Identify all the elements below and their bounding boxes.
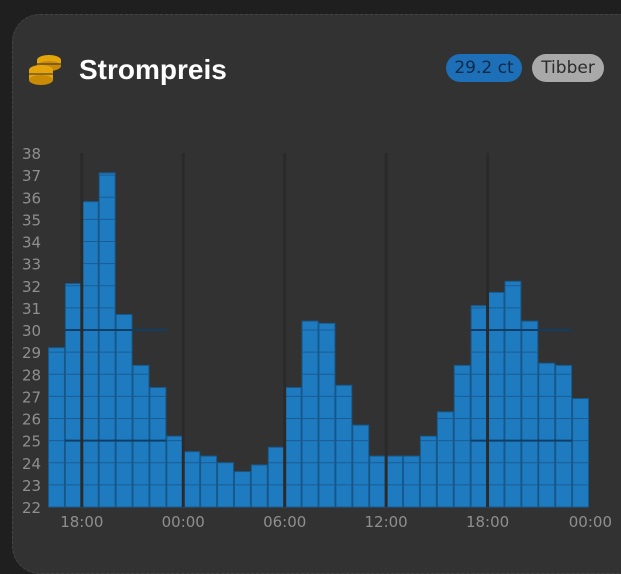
y-tick-label: 35 xyxy=(22,211,41,229)
price-bar[interactable] xyxy=(81,201,99,508)
price-bar[interactable] xyxy=(352,424,370,508)
y-tick-label: 31 xyxy=(22,300,41,318)
card-title: Strompreis xyxy=(79,54,227,85)
y-tick-label: 26 xyxy=(22,411,41,429)
price-bar[interactable] xyxy=(217,462,234,508)
price-chart: 22 23 24 25 26 27 28 29 30 31 32 33 34 35 36 37 38 18:00 0… xyxy=(22,145,612,531)
price-bar[interactable] xyxy=(335,384,353,508)
price-bar[interactable] xyxy=(132,364,150,508)
x-tick-label: 18:00 xyxy=(466,513,509,531)
price-bar[interactable] xyxy=(504,280,522,508)
y-tick-label: 27 xyxy=(22,388,41,406)
price-bar[interactable] xyxy=(98,172,116,508)
x-tick-label: 00:00 xyxy=(162,513,205,531)
price-bar[interactable] xyxy=(436,411,454,508)
y-tick-label: 25 xyxy=(22,433,41,451)
y-tick-label: 33 xyxy=(22,256,41,274)
price-bar[interactable] xyxy=(115,314,133,508)
coins-icon xyxy=(29,55,61,85)
price-bar[interactable] xyxy=(233,471,251,508)
y-tick-label: 29 xyxy=(22,344,41,362)
price-bar[interactable] xyxy=(521,320,539,508)
price-bar[interactable] xyxy=(470,305,488,508)
x-tick-label: 06:00 xyxy=(263,513,306,531)
price-bar[interactable] xyxy=(318,322,336,508)
y-tick-label: 38 xyxy=(22,145,41,163)
price-bar[interactable] xyxy=(419,435,437,508)
y-tick-label: 30 xyxy=(22,322,41,340)
price-bar[interactable] xyxy=(64,283,82,508)
x-tick-label: 00:00 xyxy=(569,513,612,531)
price-bar[interactable] xyxy=(453,364,471,508)
price-bar[interactable] xyxy=(166,435,184,508)
price-bar[interactable] xyxy=(301,320,319,508)
x-tick-label: 18:00 xyxy=(60,513,103,531)
price-bar[interactable] xyxy=(267,446,285,508)
price-badge[interactable]: 29.2 ct xyxy=(446,54,522,82)
card-header: Strompreis 29.2 ct Tibber xyxy=(0,0,621,120)
price-bar[interactable] xyxy=(250,464,268,508)
y-tick-label: 32 xyxy=(22,278,41,296)
price-bar[interactable] xyxy=(48,347,65,508)
price-bar[interactable] xyxy=(369,455,387,508)
price-bar[interactable] xyxy=(572,398,589,508)
y-tick-label: 36 xyxy=(22,189,41,207)
price-bar[interactable] xyxy=(403,455,420,508)
price-bar[interactable] xyxy=(183,451,201,508)
provider-badge[interactable]: Tibber xyxy=(532,54,604,82)
price-bar[interactable] xyxy=(200,455,218,508)
price-bar[interactable] xyxy=(487,291,505,508)
price-bar[interactable] xyxy=(284,387,302,508)
y-tick-label: 23 xyxy=(22,477,41,495)
price-bar[interactable] xyxy=(386,455,404,508)
price-bar[interactable] xyxy=(149,387,167,508)
price-bar[interactable] xyxy=(555,364,573,508)
price-bar[interactable] xyxy=(538,362,556,508)
x-tick-label: 12:00 xyxy=(365,513,408,531)
y-tick-label: 28 xyxy=(22,366,41,384)
y-tick-label: 24 xyxy=(22,455,41,473)
y-tick-label: 37 xyxy=(22,167,41,185)
y-tick-label: 22 xyxy=(22,499,41,517)
y-tick-label: 34 xyxy=(22,234,41,252)
